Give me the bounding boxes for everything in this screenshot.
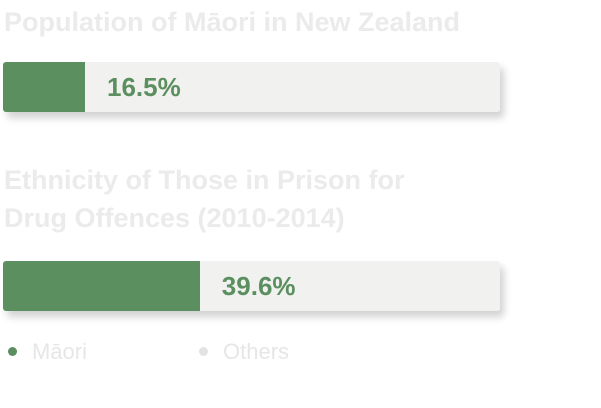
value-label: 16.5% — [107, 72, 181, 102]
bar-track — [3, 261, 500, 311]
bar-track — [3, 62, 500, 112]
category-label: Population of Māori in New Zealand — [4, 7, 461, 37]
category-label: Ethnicity of Those in Prison for Drug Of… — [4, 165, 405, 233]
bar-segment — [85, 62, 500, 112]
bar-segment — [3, 62, 85, 112]
legend-marker — [199, 347, 208, 356]
legend-label: Others — [223, 339, 290, 364]
legend-label: Māori — [32, 339, 88, 364]
bar-segment — [199, 261, 500, 311]
bar-segment — [3, 261, 200, 311]
legend-marker — [8, 347, 17, 356]
value-label: 39.6% — [221, 271, 296, 301]
